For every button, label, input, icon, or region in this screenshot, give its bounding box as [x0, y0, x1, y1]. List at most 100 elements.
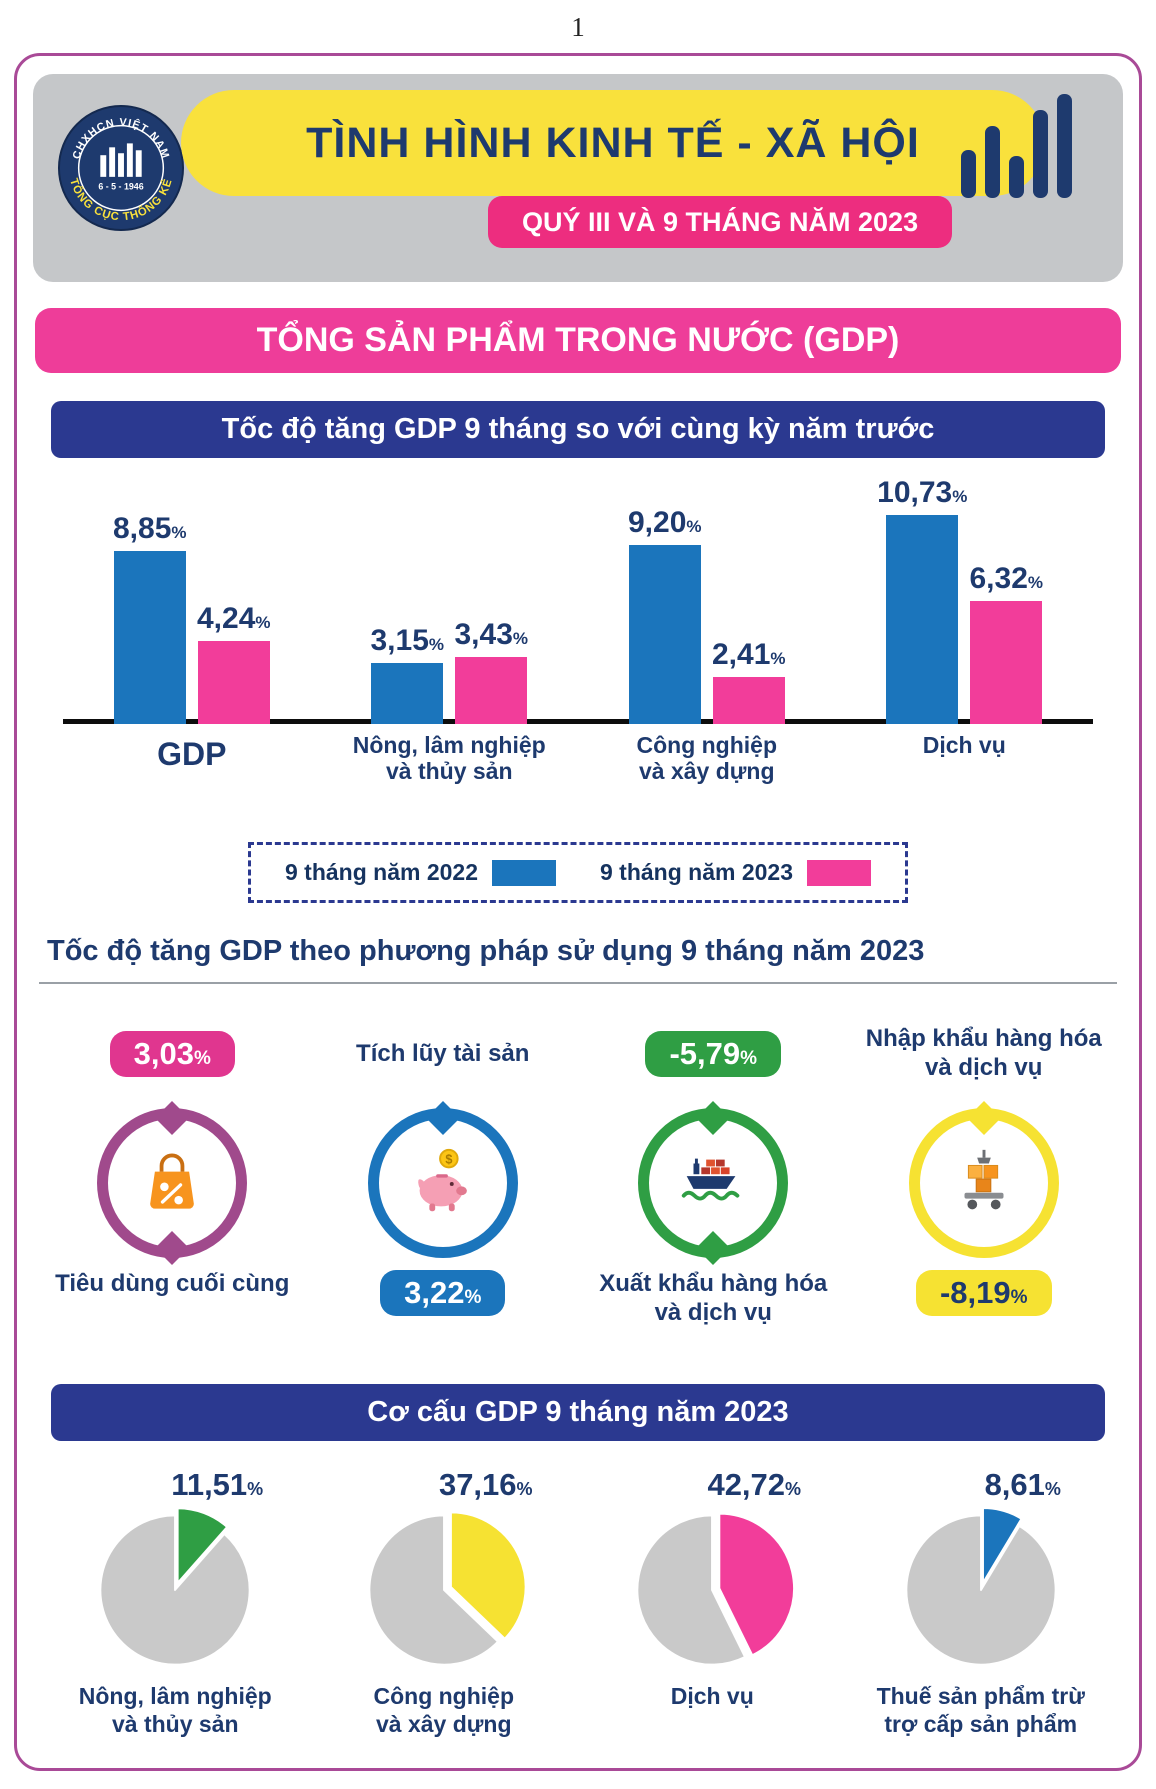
- pie-value-unit: %: [247, 1479, 264, 1499]
- kpi-slot-bottom: Tiêu dùng cuối cùng: [55, 1258, 289, 1350]
- bar-value-unit: %: [686, 517, 702, 536]
- pie-chart: [905, 1507, 1057, 1666]
- kpi-value-unit: %: [193, 1048, 211, 1069]
- kpi-label: Xuất khẩu hàng hóa và dịch vụ: [599, 1270, 828, 1326]
- ring-tip-top: [966, 1101, 1001, 1135]
- header: CHXHCN VIỆT NAM TỔNG CỤC THỐNG KÊ 6 - 5 …: [33, 74, 1123, 282]
- kpi-slot-top: 3,03%: [109, 1006, 235, 1102]
- gdp-section-banner: TỔNG SẢN PHẨM TRONG NƯỚC (GDP): [35, 308, 1121, 373]
- bar-value-label: 8,85%: [113, 512, 187, 546]
- kpi-item: Tích lũy tài sản $ 3,22%: [308, 1006, 579, 1350]
- kpi-ring: [97, 1101, 248, 1265]
- pie-value-number: 8,61: [984, 1467, 1045, 1502]
- page-number: 1: [571, 12, 585, 42]
- legend-swatch-2023: [807, 859, 872, 886]
- legend-label-2022: 9 tháng năm 2022: [284, 859, 479, 885]
- logo-year: 6 - 5 - 1946: [98, 182, 143, 192]
- bar-value-unit: %: [171, 523, 187, 542]
- bar-2023: [712, 677, 785, 724]
- ring-tip-top: [696, 1101, 731, 1135]
- pie-value-label: 11,51%: [171, 1467, 263, 1503]
- kpi-value-number: -5,79: [669, 1036, 741, 1071]
- kpi-value-badge: 3,03%: [109, 1031, 235, 1077]
- bar-2022: [371, 663, 444, 724]
- pie-category-label: Thuế sản phẩm trừ trợ cấp sản phẩm: [876, 1683, 1085, 1737]
- pie-value-number: 37,16: [438, 1467, 517, 1502]
- bar-value-number: 6,32: [969, 562, 1028, 595]
- bar-2023: [455, 657, 528, 724]
- bar-value-number: 8,85: [113, 512, 172, 545]
- bar-category-label: Nông, lâm nghiệp và thủy sản: [352, 732, 546, 785]
- bar-2022: [886, 515, 959, 724]
- bar-value-number: 4,24: [197, 602, 256, 635]
- bar-column: 10,73%: [877, 476, 967, 724]
- pie-item: 11,51% Nông, lâm nghiệp và thủy sản: [41, 1467, 310, 1738]
- bar-value-unit: %: [428, 635, 445, 654]
- bar-column: 4,24%: [197, 602, 271, 724]
- kpi-label: Nhập khẩu hàng hóa và dịch vụ: [865, 1025, 1102, 1081]
- main-title-banner: TÌNH HÌNH KINH TẾ - XÃ HỘI: [181, 90, 1045, 196]
- pie-value-unit: %: [516, 1479, 533, 1499]
- legend-label-2023: 9 tháng năm 2023: [599, 859, 794, 885]
- ring-tip-top: [425, 1101, 460, 1135]
- kpi-value-unit: %: [464, 1287, 482, 1308]
- bar-value-unit: %: [770, 649, 786, 668]
- legend-item-2023: 9 tháng năm 2023: [599, 859, 872, 886]
- bar-group: 9,20% 2,41% Công nghiệp và xây dựng: [628, 506, 786, 814]
- pie-category-label: Dịch vụ: [670, 1683, 754, 1709]
- bar-value-label: 9,20%: [628, 506, 702, 540]
- kpi-label: Tiêu dùng cuối cùng: [55, 1270, 290, 1297]
- cargo-ship-icon: [674, 1144, 752, 1222]
- bar-category-label: GDP: [157, 736, 227, 772]
- structure-title-banner: Cơ cấu GDP 9 tháng năm 2023: [51, 1384, 1105, 1441]
- bar-group: 8,85% 4,24% GDP: [113, 512, 271, 814]
- kpi-label: Tích lũy tài sản: [356, 1039, 530, 1067]
- pie-chart: [99, 1507, 251, 1666]
- pie-value-number: 11,51: [171, 1467, 248, 1502]
- pie-category-label: Công nghiệp và xây dựng: [373, 1683, 515, 1737]
- kpi-ring: [638, 1101, 789, 1265]
- bar-value-label: 3,43%: [455, 618, 529, 652]
- bar-pair: 9,20% 2,41% Công nghiệp và xây dựng: [628, 506, 786, 784]
- subtitle: QUÝ III VÀ 9 THÁNG NĂM 2023: [522, 206, 919, 237]
- pie-value-unit: %: [785, 1479, 802, 1499]
- bar-value-label: 2,41%: [712, 638, 786, 672]
- gdp-structure-pies: 11,51% Nông, lâm nghiệp và thủy sản 37,16%…: [33, 1447, 1123, 1738]
- kpi-value-number: -8,19: [939, 1275, 1011, 1310]
- kpi-slot-bottom: 3,22%: [380, 1258, 506, 1350]
- kpi-value-unit: %: [1010, 1287, 1028, 1308]
- ring-tip-top: [155, 1101, 190, 1135]
- legend-item-2022: 9 tháng năm 2022: [284, 859, 557, 886]
- kpi-value-number: 3,03: [133, 1036, 194, 1071]
- bar-column: 9,20%: [628, 506, 702, 724]
- main-title: TÌNH HÌNH KINH TẾ - XÃ HỘI: [306, 118, 920, 167]
- usage-kpi-row: 3,03% Tiêu dùng cuối cùng Tích lũy tài sả…: [33, 994, 1123, 1358]
- bar-2022: [113, 551, 186, 724]
- bar-pair: 10,73% 6,32% Dịch vụ: [877, 476, 1044, 758]
- kpi-slot-bottom: -8,19%: [915, 1258, 1052, 1350]
- pie-chart: [368, 1511, 527, 1666]
- kpi-item: Nhập khẩu hàng hóa và dịch vụ -8,19%: [849, 1006, 1120, 1350]
- pie-value-unit: %: [1044, 1479, 1061, 1499]
- usage-section-title: Tốc độ tăng GDP theo phương pháp sử dụng…: [39, 933, 1117, 984]
- bar-group: 10,73% 6,32% Dịch vụ: [877, 476, 1044, 814]
- kpi-value-badge: 3,22%: [380, 1270, 506, 1316]
- kpi-value-unit: %: [740, 1048, 758, 1069]
- gso-emblem-icon: CHXHCN VIỆT NAM TỔNG CỤC THỐNG KÊ 6 - 5 …: [57, 104, 185, 232]
- pie-value-label: 8,61%: [985, 1467, 1061, 1503]
- bar-value-unit: %: [1027, 573, 1044, 592]
- bar-value-unit: %: [512, 629, 529, 648]
- pie-value-label: 42,72%: [707, 1467, 801, 1503]
- bar-group: 3,15% 3,43% Nông, lâm nghiệp và thủy sản: [353, 618, 546, 814]
- bar-value-number: 3,43: [454, 618, 513, 651]
- bar-value-label: 10,73%: [877, 476, 967, 510]
- kpi-slot-top: -5,79%: [645, 1006, 782, 1102]
- kpi-ring: $: [367, 1101, 518, 1258]
- bar-2023: [970, 601, 1043, 724]
- bar-category-label: Công nghiệp và xây dựng: [636, 732, 778, 785]
- gdp-bar-chart: 8,85% 4,24% GDP 3,15% 3,43% Nông, lâm nghiệp …: [63, 472, 1093, 814]
- pie-value-number: 42,72: [707, 1467, 786, 1502]
- bar-value-label: 6,32%: [970, 562, 1044, 596]
- bar-pair: 8,85% 4,24% GDP: [113, 512, 271, 772]
- infographic-poster: CHXHCN VIỆT NAM TỔNG CỤC THỐNG KÊ 6 - 5 …: [14, 53, 1142, 1772]
